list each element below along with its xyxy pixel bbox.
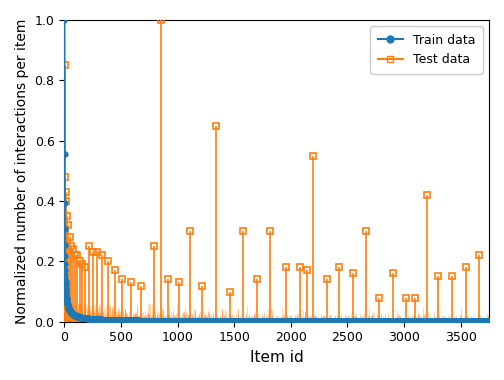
Legend: Train data, Test data: Train data, Test data (370, 26, 483, 73)
Line: Train data: Train data (62, 17, 491, 324)
Train data (318, 319, 324, 324)
Train data (486, 319, 492, 324)
Train data (105, 318, 111, 322)
Train data (66, 307, 72, 312)
Y-axis label: Normalized number of interactions per item: Normalized number of interactions per it… (15, 18, 29, 323)
Train data (190, 319, 196, 323)
Train data (343, 319, 349, 324)
X-axis label: Item id: Item id (250, 350, 303, 365)
Train data (186, 319, 193, 323)
Train data (61, 18, 68, 22)
